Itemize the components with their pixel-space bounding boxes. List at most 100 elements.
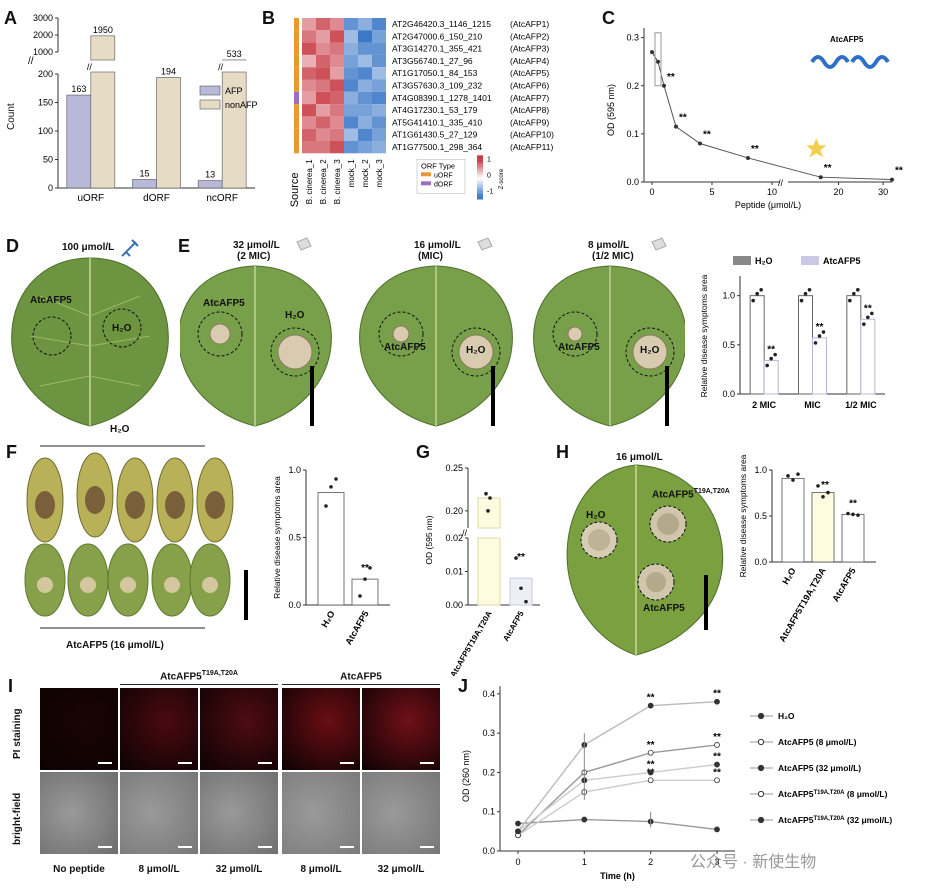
b-colorbar-segment [477,166,483,169]
b-row-name: (AtcAFP4) [510,56,549,66]
b-heat-cell [358,18,372,31]
bar-category-label: AtcAFP5 [830,566,857,603]
f-lesion [35,491,55,519]
b-heat-cell [358,91,372,105]
c-xtick-label: 30 [878,187,888,197]
panel-f-top-label: H₂O [110,424,130,435]
e-bar-dot [862,322,866,326]
e-bar [860,318,876,395]
b-colorbar-segment [477,179,483,182]
g-ytick-label: 0.02 [445,533,463,543]
b-colorbar-segment [477,157,483,160]
e-bar-dot [856,287,860,292]
b-legend-swatch [421,181,431,186]
scale-bar [178,762,192,764]
j-ytick-label: 0.2 [482,767,495,777]
a-ytick-label: 2000 [33,30,53,40]
c-point [746,155,750,160]
panel-i: No peptide 8 μmol/L 32 μmol/L 8 μmol/L 32 μm… [0,670,455,891]
f-lesion [37,577,53,593]
b-colorbar-segment [477,175,483,178]
j-series-line [517,763,718,832]
j-ylabel: OD (260 nm) [461,750,471,802]
b-row-label: AT1G61430.5_27_129 [392,130,478,140]
j-point [714,826,720,833]
b-heat-cell [372,91,386,105]
i-col-label: 8 μmol/L [138,864,180,875]
j-point [714,742,720,748]
b-heat-cell [372,79,386,92]
pi-staining-image [362,688,440,770]
e-lesion [209,323,231,345]
j-legend-label: AtcAFP5T19A,T20A (8 μmol/L) [778,789,888,799]
bar-dot [816,484,820,488]
bar-dot [358,594,362,598]
c-xtick-label: 0 [649,187,654,197]
e-conc-label: 8 μmol/L [588,240,630,251]
e-ytick-label: 0.5 [722,340,735,350]
g-bar-dot [484,491,488,496]
j-ytick-label: 0.3 [482,728,495,738]
j-point [647,769,654,776]
b-heat-cell [344,104,358,117]
b-heat-cell [344,67,358,80]
e-afp-label: AtcAFP5 [203,298,245,309]
i-group-label: AtcAFP5T19A,T20A [160,670,238,683]
i-col-label: 32 μmol/L [377,864,425,875]
b-col-label: mock_3 [375,159,384,188]
b-col-label: mock_1 [347,159,356,188]
f-lesion [80,577,96,593]
f-lesion [125,491,145,519]
j-legend-label: H₂O [778,711,795,721]
scale-bar [340,762,354,764]
e-afp-label: AtcAFP5 [384,342,426,353]
b-heat-cell [302,116,316,129]
a-bar-break: // [87,62,93,72]
e-mic-label: (1/2 MIC) [592,251,634,262]
f-lesion [165,491,185,519]
panel-label-j: J [458,676,469,696]
b-colorbar-segment [477,177,483,180]
j-legend-label: AtcAFP5 (8 μmol/L) [778,737,857,747]
e-conc-label: 16 μmol/L [414,240,461,251]
panel-h-water-label: H₂O [586,510,606,521]
pi-staining-image [282,688,360,770]
j-xtick-label: 0 [515,857,520,867]
b-heat-cell [302,54,316,68]
b-heat-cell [372,54,386,68]
b-colorbar-segment [477,192,483,196]
panel-h-chart: 0.0 0.5 1.0 Relative disease symptoms area *… [738,454,876,644]
j-legend-marker [757,712,765,720]
c-point [698,141,702,146]
e-bar-dot [870,311,874,316]
e-mic-label: (MIC) [418,251,443,262]
a-axis-break: // [28,56,34,67]
scale-bar [98,846,112,848]
j-point [714,698,720,705]
j-sig: ** [713,732,721,743]
b-colorbar-segment [477,170,483,174]
j-sig: ** [647,693,655,704]
scale-bar [491,366,495,426]
b-heat-cell [344,18,358,31]
j-point [647,702,654,709]
e-ytick-label: 1.0 [722,291,735,301]
a-bar [221,71,247,189]
a-bar-value: 15 [139,168,149,178]
panel-d-afp-label: AtcAFP5 [30,295,72,306]
bar-dot [796,472,800,476]
j-point [515,828,521,835]
e-bar-dot [759,287,763,292]
b-row-name: (AtcAFP6) [510,81,549,91]
c-sig: ** [895,166,903,177]
e-water-label: H₂O [466,345,486,356]
i-col-label: No peptide [53,864,105,875]
e-category-label: 1/2 MIC [845,400,877,410]
b-colorbar-label: Z-score [499,168,505,189]
e-bar-dot [765,363,769,368]
panel-label-b: B [262,8,275,28]
b-heat-cell [358,54,372,68]
b-heat-cell [358,67,372,80]
scale-bar [258,762,272,764]
panel-label-f: F [6,442,17,462]
